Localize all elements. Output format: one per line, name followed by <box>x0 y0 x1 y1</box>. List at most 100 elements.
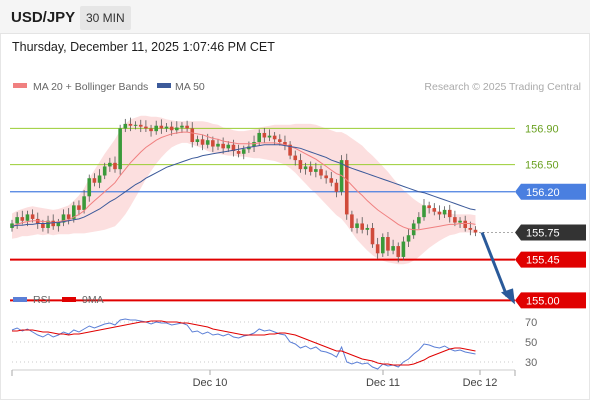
candle-body <box>298 160 303 170</box>
candle-body <box>15 217 19 224</box>
level-label-156-50: 156.50 <box>525 160 559 172</box>
candle-body <box>221 143 225 149</box>
candle-body <box>401 241 406 257</box>
candle-body <box>56 222 61 227</box>
candle-body <box>154 125 158 132</box>
rsi-ma-legend-label: 9MA <box>82 294 104 306</box>
candle-body <box>406 235 411 242</box>
ma50-legend-swatch <box>157 83 171 88</box>
bollinger-band <box>12 115 476 265</box>
candle-body <box>447 209 452 218</box>
candle-body <box>355 223 359 228</box>
ma50-line <box>11 144 476 227</box>
candle-body <box>283 142 287 145</box>
level-tag-155-00 <box>515 292 586 309</box>
candle-body <box>97 175 102 183</box>
level-label-155-45: 155.45 <box>526 255 560 267</box>
rsi-ma-line <box>12 320 476 366</box>
candle-body <box>427 205 431 209</box>
ma20-line <box>11 131 476 231</box>
rsi-line <box>11 318 476 370</box>
candle-body <box>308 166 313 172</box>
candle-body <box>66 214 71 219</box>
candle-body <box>334 182 339 192</box>
candle-body <box>77 205 81 210</box>
candle-body <box>128 123 133 126</box>
candle-body <box>319 169 323 176</box>
rsi-tick-70: 70 <box>525 317 537 329</box>
candle-body <box>241 149 246 154</box>
main-legend: MA 20 + Bollinger Bands MA 50 Research ©… <box>13 81 581 93</box>
candle-body <box>195 139 200 143</box>
candle-body <box>442 209 447 215</box>
candle-body <box>61 214 66 223</box>
candle-body <box>370 227 375 245</box>
candle-body <box>453 217 457 223</box>
level-label-155-00: 155.00 <box>526 295 560 307</box>
candle-body <box>324 175 328 179</box>
candle-body <box>365 227 370 230</box>
candle-body <box>149 128 153 132</box>
candle-body <box>92 178 97 183</box>
candle-body <box>123 123 128 129</box>
timeframe-badge[interactable]: 30 MIN <box>80 6 131 30</box>
candle-body <box>113 162 117 170</box>
ma50-legend-label: MA 50 <box>175 81 205 93</box>
candle-body <box>169 126 174 131</box>
level-tag-155-75 <box>515 224 586 241</box>
candle-body <box>200 139 205 145</box>
candle-body <box>164 126 169 129</box>
candle-body <box>458 220 462 223</box>
candle-body <box>102 166 107 176</box>
rsi-panel: 70 50 30 <box>11 317 537 370</box>
candle-body <box>396 246 401 257</box>
level-label-156-90: 156.90 <box>525 123 559 135</box>
candle-body <box>257 132 261 143</box>
candle-body <box>41 223 45 228</box>
ma20-legend-swatch <box>13 83 27 88</box>
candle-body <box>118 128 122 170</box>
chart-datetime: Thursday, December 11, 2025 1:07:46 PM C… <box>12 40 275 54</box>
candle-body <box>417 217 421 224</box>
candle-body <box>211 140 215 147</box>
candle-body <box>314 169 318 172</box>
candle-body <box>185 125 189 129</box>
rsi-ma-legend-swatch <box>62 297 76 302</box>
candle-body <box>422 205 426 218</box>
forecast-arrow-head <box>501 288 515 305</box>
candle-body <box>144 126 148 129</box>
candle-body <box>344 160 349 215</box>
candle-body <box>463 220 467 228</box>
time-axis: Dec 10 Dec 11 Dec 12 <box>11 369 516 389</box>
candle-body <box>288 144 292 156</box>
candle-body <box>432 208 437 212</box>
candle-body <box>205 140 210 145</box>
candle-body <box>175 127 179 131</box>
candle-body <box>72 205 76 219</box>
candle-body <box>20 217 25 221</box>
price-panel: 156.90 156.50 156.20 155.75 155.45 155.00 <box>10 115 586 309</box>
rsi-tick-50: 50 <box>525 337 537 349</box>
candle-body <box>30 214 35 219</box>
candle-body <box>108 162 112 167</box>
candle-body <box>350 214 354 228</box>
candle-body <box>216 143 220 147</box>
candle-body <box>190 128 195 143</box>
candle-body <box>46 220 50 228</box>
candle-body <box>267 135 272 138</box>
candle-body <box>51 220 55 227</box>
candle-body <box>25 214 30 221</box>
candle-body <box>473 229 478 233</box>
candle-body <box>303 166 308 170</box>
forecast-arrow-shaft <box>480 231 509 297</box>
candle-body <box>381 237 385 254</box>
candle-body <box>236 151 241 154</box>
candle-body <box>293 155 298 161</box>
candle-body <box>386 237 390 251</box>
candle-body <box>133 124 138 126</box>
candle-body <box>272 135 277 140</box>
time-tick-label: Dec 10 <box>193 377 228 389</box>
time-tick-label: Dec 12 <box>463 377 498 389</box>
time-tick-label: Dec 11 <box>366 377 400 389</box>
